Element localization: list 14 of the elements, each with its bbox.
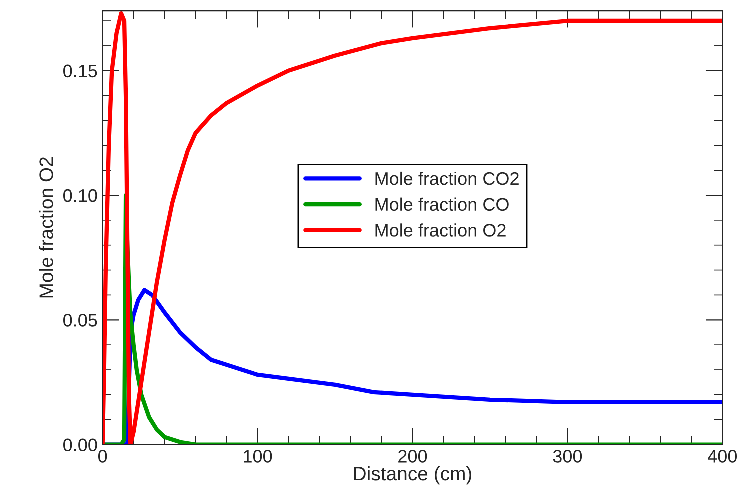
y-tick-label: 0.10 [64, 189, 98, 202]
y-tick-label: 0.15 [64, 64, 98, 78]
y-axis-title: Mole fraction O2 [39, 158, 54, 298]
x-axis-title: Distance (cm) [354, 466, 472, 485]
y-tick-label: 0.00 [64, 438, 98, 452]
x-tick-label: 300 [553, 450, 582, 463]
x-tick-label: 100 [244, 450, 272, 463]
x-tick-label: 0 [98, 450, 108, 463]
x-tick-label: 400 [708, 450, 738, 463]
x-tick-label: 200 [398, 450, 428, 463]
legend-label: Mole fraction CO [376, 198, 509, 212]
legend-label: Mole fraction O2 [376, 224, 506, 237]
y-tick-label: 0.05 [64, 314, 98, 327]
legend-label: Mole fraction CO2 [376, 172, 519, 186]
